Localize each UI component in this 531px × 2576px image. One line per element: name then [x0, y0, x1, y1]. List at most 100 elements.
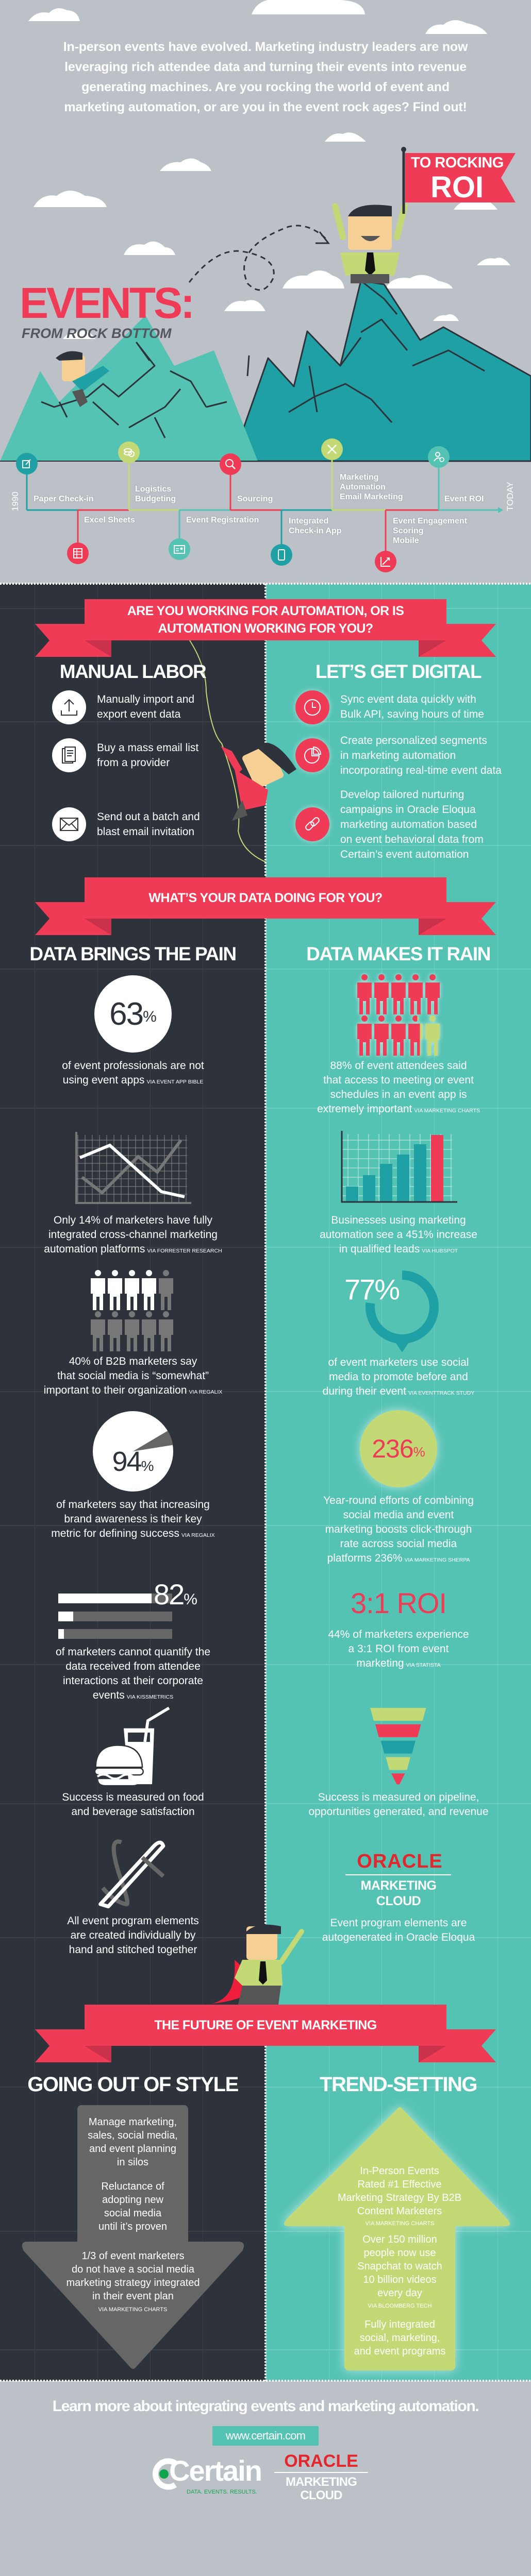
clouds-top	[28, 0, 487, 34]
chart-bar	[363, 1175, 375, 1202]
timeline-label-integrated-check-in: Integrated Check-in App	[289, 517, 342, 535]
clock-icon	[295, 690, 329, 724]
stat-circle-63: 63%	[94, 975, 172, 1053]
stat-value: 94	[112, 1446, 142, 1477]
certain-logo-mark	[152, 2458, 177, 2490]
stat-description: Only 14% of marketers have fully integra…	[44, 1214, 218, 1255]
stat-source: VIA STATISTA	[406, 1662, 441, 1668]
person-icon	[425, 974, 440, 1014]
person-icon	[408, 974, 423, 1014]
person-icon	[425, 1015, 440, 1056]
grid-line	[0, 1247, 266, 1248]
trend-setting-item: Over 150 million people now use Snapchat…	[357, 2234, 442, 2299]
map-pin-ring-icon	[366, 1270, 439, 1352]
chart-bar	[346, 1187, 358, 1202]
grid-line	[97, 584, 98, 2381]
link-icon	[295, 807, 329, 841]
digital-item-text: Develop tailored nurturing campaigns in …	[340, 789, 484, 860]
climber-character	[56, 351, 109, 407]
grid-line	[266, 1525, 531, 1526]
progress-bar	[58, 1612, 172, 1621]
people-grid-icon	[356, 974, 441, 1057]
heading-trend-setting: TREND-SETTING	[320, 2073, 477, 2096]
trend-setting-item: In-Person Events Rated #1 Effective Mark…	[337, 2165, 462, 2217]
up-arrow	[284, 2107, 510, 2370]
stat-source: VIA EVENTTRACK STUDY	[408, 1390, 475, 1396]
footer-oracle-rule	[274, 2472, 368, 2473]
hero-illustration	[0, 0, 531, 551]
stat-description: of event professionals are not using eve…	[62, 1060, 204, 1086]
grid-line	[266, 2087, 531, 2088]
stat-value: 236	[372, 1434, 413, 1463]
digital-item-text: Sync event data quickly with Bulk API, s…	[340, 693, 484, 720]
stat-94-label: 94%	[92, 1445, 174, 1485]
stat-source: VIA REGALIX	[189, 1389, 223, 1395]
oracle-logo: ORACLE	[357, 1851, 443, 1872]
stat-source: VIA EVENT APP BIBLE	[146, 1079, 204, 1085]
tools-icon	[321, 438, 343, 460]
chart-bar	[380, 1164, 392, 1202]
certain-website-link[interactable]: www.certain.com	[212, 2426, 319, 2446]
stat-text: Success is measured on food and beverage…	[62, 1791, 204, 1818]
stat-82-label: 82%	[154, 1578, 197, 1619]
center-dotted-divider	[264, 584, 267, 2381]
grid-line	[266, 1108, 531, 1109]
hero-section: In-person events have evolved. Marketing…	[0, 0, 531, 584]
stat-text: of marketers say that increasing brand a…	[9, 1498, 257, 1543]
person-icon	[142, 1270, 156, 1310]
ring-progress	[366, 1270, 439, 1344]
footer-section: Learn more about integrating events and …	[0, 2381, 531, 2507]
stat-text: of event professionals are not using eve…	[9, 1059, 257, 1089]
stat-text: Only 14% of marketers have fully integra…	[9, 1213, 257, 1258]
timeline-label-event-registration: Event Registration	[186, 516, 259, 524]
stat-text: 40% of B2B marketers say that social med…	[9, 1354, 257, 1399]
stat-text: 44% of marketers experience a 3:1 ROI fr…	[275, 1628, 522, 1672]
down-arrow	[22, 2105, 244, 2369]
ribbon-banner-3	[35, 2005, 496, 2062]
heading-data-brings-the-pain: DATA BRINGS THE PAIN	[29, 943, 237, 964]
grid-line	[266, 1803, 531, 1804]
timeline-end-label: TODAY	[505, 482, 515, 511]
pie-chart-94	[93, 1411, 173, 1492]
grid-line	[266, 1937, 531, 1938]
automation-section: ARE YOU WORKING FOR AUTOMATION, OR IS AU…	[0, 584, 531, 872]
heading-manual-labor: MANUAL LABOR	[59, 661, 207, 682]
footer-oracle-logo: ORACLE	[284, 2451, 358, 2471]
timeline-start-year: 1990	[10, 492, 20, 511]
stat-unit: %	[184, 1591, 197, 1608]
stat-value: 63	[109, 996, 144, 1032]
timeline-label-sourcing: Sourcing	[237, 495, 273, 503]
timeline-label-event-engagement: Event Engagement Scoring Mobile	[393, 517, 468, 545]
stat-description: 40% of B2B marketers say that social med…	[43, 1355, 209, 1396]
dotted-separator	[0, 2380, 531, 2382]
clipboard-pen-icon	[16, 453, 38, 474]
grid-line	[0, 1803, 266, 1804]
grid-line	[0, 1525, 266, 1526]
stat-description: Year-round efforts of combining social m…	[323, 1495, 474, 1564]
upload-icon	[52, 690, 86, 724]
stat-value-3-1-roi: 3:1 ROI	[351, 1587, 447, 1619]
person-icon	[142, 1311, 156, 1351]
banner-future: THE FUTURE OF EVENT MARKETING	[154, 2018, 377, 2032]
pie-chart-icon	[295, 738, 329, 772]
trend-setting-source: VIA MARKETING CHARTS	[365, 2221, 435, 2227]
mountains	[0, 280, 531, 462]
grid-line	[0, 2087, 266, 2088]
stat-text: Year-round efforts of combining social m…	[275, 1494, 522, 1567]
stat-description: of marketers cannot quantify the data re…	[56, 1646, 210, 1701]
grid-line	[497, 584, 498, 2381]
ribbon-banner-2	[35, 877, 496, 935]
manual-item-text: Send out a batch and blast email invitat…	[97, 811, 200, 838]
grid-line	[266, 1247, 531, 1248]
grid-line	[266, 1391, 531, 1392]
grid-line	[266, 1664, 531, 1665]
intro-text: In-person events have evolved. Marketing…	[63, 40, 468, 114]
grid-line	[0, 721, 266, 722]
summit-character	[332, 203, 408, 283]
person-icon	[108, 1311, 122, 1351]
grid-line	[266, 721, 531, 722]
grid-line	[0, 1937, 266, 1938]
superhero-character	[211, 1924, 304, 2005]
certain-logo-text: Certain	[169, 2454, 262, 2487]
stat-source: VIA REGALIX	[181, 1532, 215, 1538]
